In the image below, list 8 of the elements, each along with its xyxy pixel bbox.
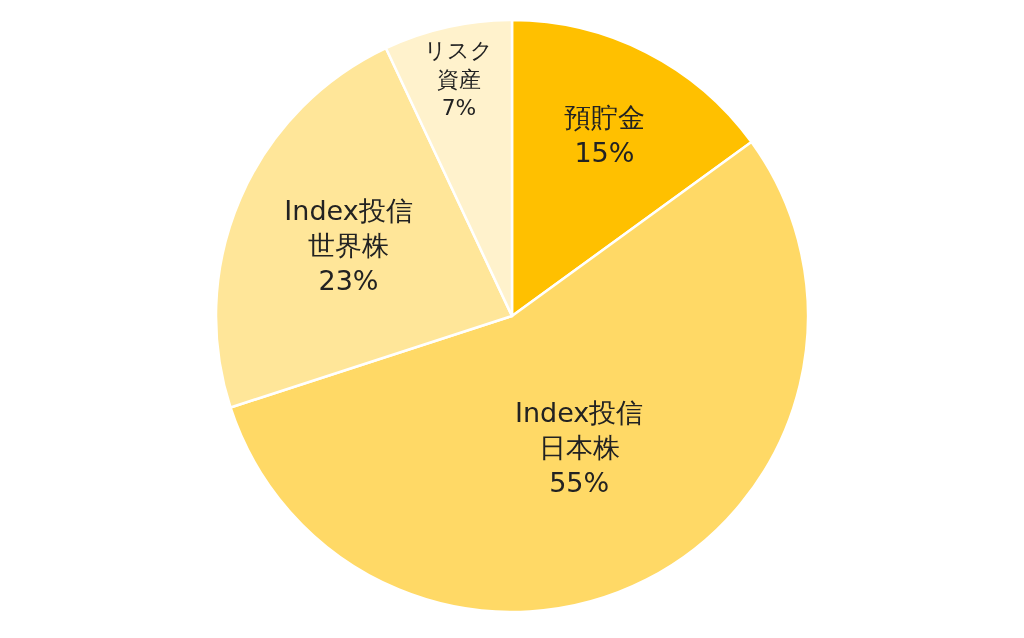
slice-label: Index投信日本株 [515, 397, 644, 464]
slice-label: リスク資産 [424, 38, 494, 92]
data-label: 55% [549, 467, 610, 499]
data-label: 7% [441, 94, 477, 120]
data-label: 15% [574, 136, 635, 168]
data-label: 23% [318, 264, 379, 296]
slice-label: Index投信世界株 [284, 194, 413, 261]
slice-label: 預貯金 [563, 101, 645, 133]
